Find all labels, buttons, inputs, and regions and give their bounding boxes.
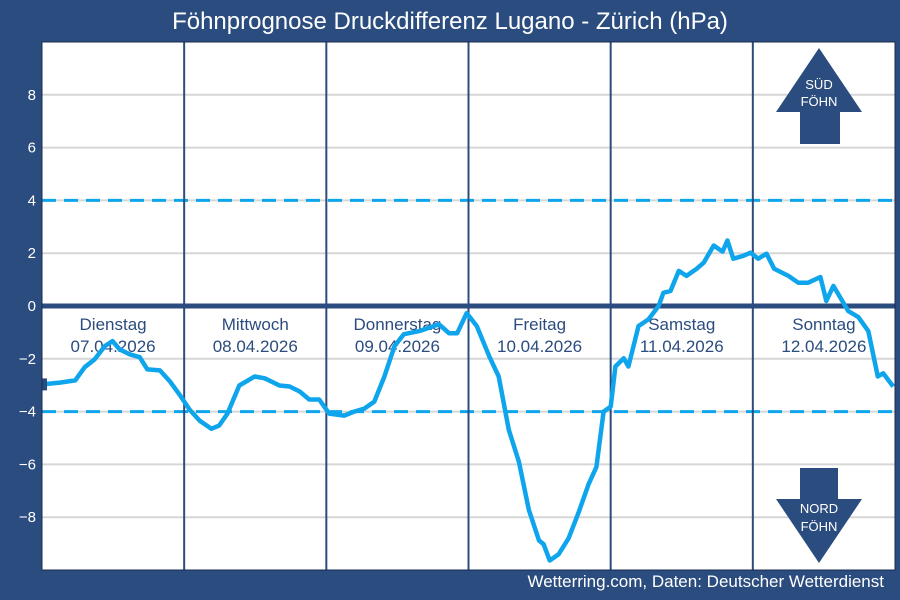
sued-foehn-arrow-icon	[776, 48, 862, 144]
day-label: Dienstag	[80, 315, 147, 334]
nord-foehn-label: FÖHN	[801, 519, 838, 534]
day-date: 07.04.2026	[71, 337, 156, 356]
nord-label: NORD	[800, 501, 838, 516]
y-tick-label: −6	[19, 456, 36, 473]
y-tick-label: 0	[28, 298, 36, 315]
series-start-marker	[40, 378, 47, 391]
sued-foehn-label: FÖHN	[801, 94, 838, 109]
source-credit: Wetterring.com, Daten: Deutscher Wetterd…	[527, 572, 884, 591]
sued-label: SÜD	[805, 77, 832, 92]
y-tick-label: −2	[19, 351, 36, 368]
day-label: Donnerstag	[353, 315, 441, 334]
y-tick-label: 6	[28, 140, 36, 157]
y-tick-label: 4	[28, 192, 36, 209]
day-date: 10.04.2026	[497, 337, 582, 356]
y-tick-label: −4	[19, 404, 36, 421]
day-date: 09.04.2026	[355, 337, 440, 356]
day-date: 08.04.2026	[213, 337, 298, 356]
day-date: 11.04.2026	[640, 337, 724, 356]
y-tick-label: −8	[19, 509, 36, 526]
day-label: Sonntag	[792, 315, 855, 334]
plot-border	[41, 41, 896, 571]
nord-foehn-arrow-icon	[776, 468, 862, 563]
y-tick-label: 2	[28, 245, 36, 262]
day-date: 12.04.2026	[781, 337, 866, 356]
day-label: Samstag	[648, 315, 715, 334]
chart-title: Föhnprognose Druckdifferenz Lugano - Zür…	[172, 8, 728, 35]
day-label: Mittwoch	[222, 315, 289, 334]
day-label: Freitag	[513, 315, 566, 334]
y-tick-label: 8	[28, 87, 36, 104]
